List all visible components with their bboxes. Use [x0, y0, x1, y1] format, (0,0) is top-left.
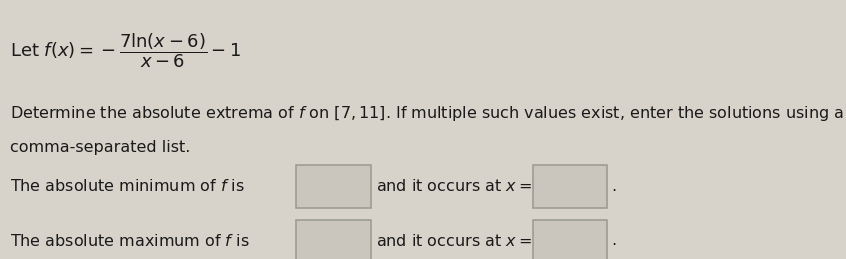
- Text: .: .: [612, 179, 617, 194]
- Text: Determine the absolute extrema of $f$ on $[7, 11]$. If multiple such values exis: Determine the absolute extrema of $f$ on…: [10, 104, 844, 123]
- FancyBboxPatch shape: [296, 219, 371, 259]
- Text: and it occurs at $x =$: and it occurs at $x =$: [376, 178, 532, 195]
- Text: comma-separated list.: comma-separated list.: [10, 140, 190, 155]
- FancyBboxPatch shape: [533, 219, 607, 259]
- FancyBboxPatch shape: [533, 165, 607, 208]
- Text: and it occurs at $x =$: and it occurs at $x =$: [376, 233, 532, 249]
- Text: .: .: [612, 233, 617, 248]
- FancyBboxPatch shape: [296, 165, 371, 208]
- Text: The absolute maximum of $f$ is: The absolute maximum of $f$ is: [10, 233, 250, 249]
- Text: Let $f(x) = -\dfrac{7\ln(x-6)}{x-6} - 1$: Let $f(x) = -\dfrac{7\ln(x-6)}{x-6} - 1$: [10, 31, 241, 70]
- Text: The absolute minimum of $f$ is: The absolute minimum of $f$ is: [10, 178, 245, 195]
